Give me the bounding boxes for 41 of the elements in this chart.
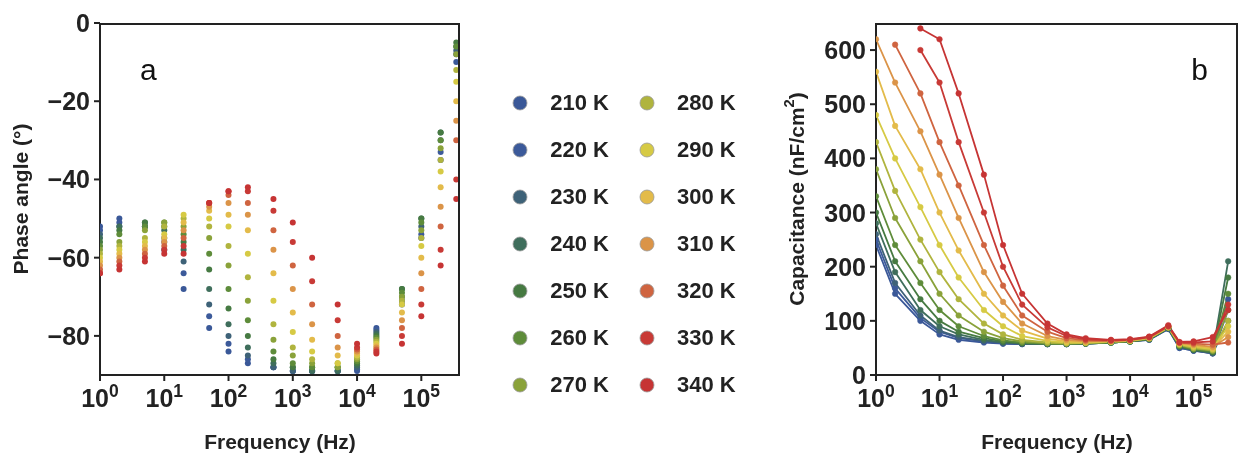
y-tick-label: 500 bbox=[824, 90, 866, 119]
x-tick-label: 10$^{1}$ bbox=[145, 381, 184, 412]
legend-label: 300 K bbox=[677, 183, 736, 210]
x-tick-label: 10$^{5}$ bbox=[1174, 381, 1213, 412]
x-tick-label: 10$^{2}$ bbox=[984, 381, 1023, 412]
y-tick-label: 300 bbox=[824, 198, 866, 227]
y-tick-label: 0 bbox=[76, 9, 90, 37]
legend-label: 240 K bbox=[550, 230, 609, 257]
y-tick-label: −80 bbox=[47, 321, 90, 350]
y-axis-title: Phase angle (°) bbox=[8, 123, 32, 275]
y-tick-label: −20 bbox=[47, 87, 90, 116]
y-tick-label: 200 bbox=[824, 252, 866, 281]
y-tick-label: 400 bbox=[824, 144, 866, 173]
x-tick-label: 10$^{2}$ bbox=[209, 381, 248, 412]
legend-label: 340 K bbox=[677, 371, 736, 398]
y-tick-label: −60 bbox=[47, 243, 90, 272]
x-tick-label: 10$^{4}$ bbox=[1111, 381, 1150, 412]
y-tick-label: −40 bbox=[47, 165, 90, 194]
x-axis-title: Frequency (Hz) bbox=[981, 430, 1133, 453]
x-tick-label: 10$^{1}$ bbox=[920, 381, 959, 412]
y-tick-label: 600 bbox=[824, 36, 866, 65]
legend-label: 320 K bbox=[677, 277, 736, 304]
x-axis-title: Frequency (Hz) bbox=[204, 430, 356, 453]
x-tick-label: 10$^{0}$ bbox=[81, 381, 120, 412]
legend-label: 260 K bbox=[550, 324, 609, 351]
legend-label: 230 K bbox=[550, 183, 609, 210]
y-tick-label: 100 bbox=[824, 306, 866, 335]
legend-label: 290 K bbox=[677, 136, 736, 163]
legend-label: 330 K bbox=[677, 324, 736, 351]
x-tick-label: 10$^{3}$ bbox=[274, 381, 312, 412]
legend-label: 310 K bbox=[677, 230, 736, 257]
x-tick-label: 10$^{3}$ bbox=[1047, 381, 1086, 412]
legend-label: 270 K bbox=[550, 371, 609, 398]
legend-label: 250 K bbox=[550, 277, 609, 304]
x-tick-label: 10$^{4}$ bbox=[338, 381, 377, 412]
legend-label: 210 K bbox=[550, 89, 609, 116]
legend-label: 280 K bbox=[677, 89, 736, 116]
annotation: a bbox=[140, 53, 157, 87]
legend-label: 220 K bbox=[550, 136, 609, 163]
x-tick-label: 10$^{5}$ bbox=[402, 381, 441, 412]
annotation: b bbox=[1191, 53, 1208, 87]
